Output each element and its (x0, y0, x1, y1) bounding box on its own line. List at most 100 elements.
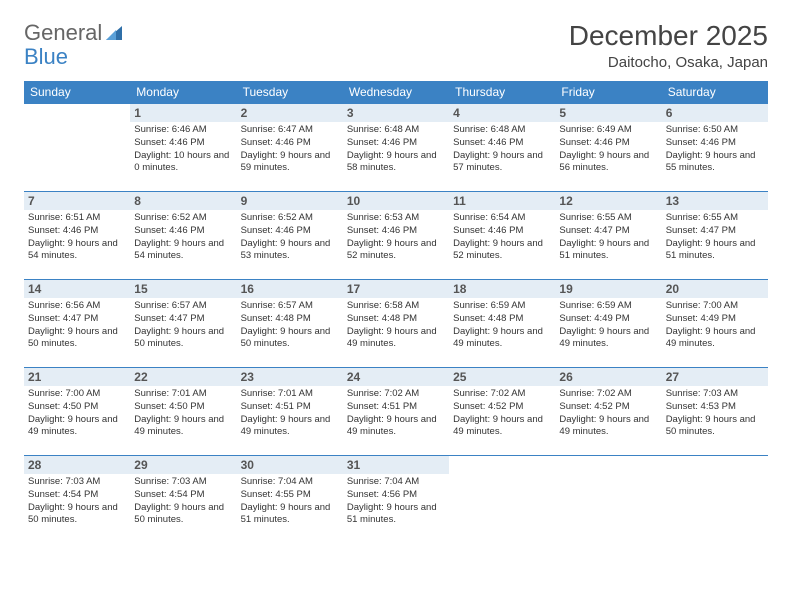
day-number: 20 (662, 280, 768, 298)
calendar-day-cell: 27Sunrise: 7:03 AMSunset: 4:53 PMDayligh… (662, 368, 768, 456)
day-number: 23 (237, 368, 343, 386)
calendar-day-cell (449, 456, 555, 544)
calendar-day-cell: 11Sunrise: 6:54 AMSunset: 4:46 PMDayligh… (449, 192, 555, 280)
day-number: 30 (237, 456, 343, 474)
calendar-day-cell: 22 Sunrise: 7:01 AMSunset: 4:50 PMDayligh… (130, 368, 236, 456)
day-info: Sunrise: 6:48 AMSunset: 4:46 PMDaylight:… (347, 124, 445, 175)
weekday-header: Saturday (662, 81, 768, 104)
day-info: Sunrise: 6:48 AMSunset: 4:46 PMDaylight:… (453, 124, 551, 175)
calendar-day-cell: 5 Sunrise: 6:49 AMSunset: 4:46 PMDaylight… (555, 104, 661, 192)
calendar-body: 1 Sunrise: 6:46 AMSunset: 4:46 PMDaylight… (24, 104, 768, 544)
calendar-week-row: 21 Sunrise: 7:00 AMSunset: 4:50 PMDayligh… (24, 368, 768, 456)
day-number: 21 (24, 368, 130, 386)
calendar-week-row: 7 Sunrise: 6:51 AMSunset: 4:46 PMDaylight… (24, 192, 768, 280)
day-number: 7 (24, 192, 130, 210)
day-number: 13 (662, 192, 768, 210)
logo-text-1: General (24, 20, 102, 46)
day-number: 8 (130, 192, 236, 210)
day-number: 26 (555, 368, 661, 386)
day-info: Sunrise: 6:55 AMSunset: 4:47 PMDaylight:… (559, 212, 657, 263)
header: General December 2025 Daitocho, Osaka, J… (24, 20, 768, 71)
day-info: Sunrise: 7:04 AMSunset: 4:56 PMDaylight:… (347, 476, 445, 527)
calendar-day-cell (662, 456, 768, 544)
calendar-week-row: 1 Sunrise: 6:46 AMSunset: 4:46 PMDaylight… (24, 104, 768, 192)
day-info: Sunrise: 6:49 AMSunset: 4:46 PMDaylight:… (559, 124, 657, 175)
day-info: Sunrise: 7:02 AMSunset: 4:52 PMDaylight:… (453, 388, 551, 439)
day-info: Sunrise: 7:03 AMSunset: 4:54 PMDaylight:… (28, 476, 126, 527)
calendar-day-cell: 25 Sunrise: 7:02 AMSunset: 4:52 PMDayligh… (449, 368, 555, 456)
weekday-header: Monday (130, 81, 236, 104)
calendar-day-cell: 19Sunrise: 6:59 AMSunset: 4:49 PMDayligh… (555, 280, 661, 368)
day-number: 16 (237, 280, 343, 298)
calendar-day-cell (555, 456, 661, 544)
day-number: 29 (130, 456, 236, 474)
day-info: Sunrise: 6:53 AMSunset: 4:46 PMDaylight:… (347, 212, 445, 263)
day-info: Sunrise: 6:51 AMSunset: 4:46 PMDaylight:… (28, 212, 126, 263)
logo-sail-icon (104, 24, 126, 42)
day-info: Sunrise: 6:58 AMSunset: 4:48 PMDaylight:… (347, 300, 445, 351)
title-block: December 2025 Daitocho, Osaka, Japan (569, 20, 768, 71)
day-info: Sunrise: 7:02 AMSunset: 4:51 PMDaylight:… (347, 388, 445, 439)
day-info: Sunrise: 7:02 AMSunset: 4:52 PMDaylight:… (559, 388, 657, 439)
day-number: 9 (237, 192, 343, 210)
day-number: 1 (130, 104, 236, 122)
day-number: 17 (343, 280, 449, 298)
calendar-day-cell: 3Sunrise: 6:48 AMSunset: 4:46 PMDaylight… (343, 104, 449, 192)
calendar-week-row: 28Sunrise: 7:03 AMSunset: 4:54 PMDayligh… (24, 456, 768, 544)
day-number: 25 (449, 368, 555, 386)
day-number: 14 (24, 280, 130, 298)
day-number: 10 (343, 192, 449, 210)
day-number: 19 (555, 280, 661, 298)
calendar-day-cell: 26 Sunrise: 7:02 AMSunset: 4:52 PMDayligh… (555, 368, 661, 456)
day-info: Sunrise: 7:04 AMSunset: 4:55 PMDaylight:… (241, 476, 339, 527)
calendar-head: SundayMondayTuesdayWednesdayThursdayFrid… (24, 81, 768, 104)
calendar-week-row: 14 Sunrise: 6:56 AMSunset: 4:47 PMDayligh… (24, 280, 768, 368)
day-info: Sunrise: 6:56 AMSunset: 4:47 PMDaylight:… (28, 300, 126, 351)
day-info: Sunrise: 6:47 AMSunset: 4:46 PMDaylight:… (241, 124, 339, 175)
month-title: December 2025 (569, 20, 768, 52)
day-number: 15 (130, 280, 236, 298)
day-info: Sunrise: 6:59 AMSunset: 4:48 PMDaylight:… (453, 300, 551, 351)
logo: General (24, 20, 126, 46)
calendar-day-cell: 10 Sunrise: 6:53 AMSunset: 4:46 PMDayligh… (343, 192, 449, 280)
day-number: 28 (24, 456, 130, 474)
calendar-day-cell: 30 Sunrise: 7:04 AMSunset: 4:55 PMDayligh… (237, 456, 343, 544)
calendar-day-cell: 23Sunrise: 7:01 AMSunset: 4:51 PMDayligh… (237, 368, 343, 456)
day-number: 5 (555, 104, 661, 122)
calendar-day-cell: 1 Sunrise: 6:46 AMSunset: 4:46 PMDaylight… (130, 104, 236, 192)
calendar-table: SundayMondayTuesdayWednesdayThursdayFrid… (24, 81, 768, 544)
day-info: Sunrise: 7:00 AMSunset: 4:49 PMDaylight:… (666, 300, 764, 351)
calendar-day-cell: 18Sunrise: 6:59 AMSunset: 4:48 PMDayligh… (449, 280, 555, 368)
calendar-day-cell: 28 Sunrise: 7:03 AMSunset: 4:54 PMDayligh… (24, 456, 130, 544)
calendar-day-cell: 8 Sunrise: 6:52 AMSunset: 4:46 PMDaylight… (130, 192, 236, 280)
day-info: Sunrise: 6:57 AMSunset: 4:47 PMDaylight:… (134, 300, 232, 351)
weekday-header: Friday (555, 81, 661, 104)
day-info: Sunrise: 7:00 AMSunset: 4:50 PMDaylight:… (28, 388, 126, 439)
calendar-day-cell: 6Sunrise: 6:50 AMSunset: 4:46 PMDaylight… (662, 104, 768, 192)
calendar-day-cell: 15 Sunrise: 6:57 AMSunset: 4:47 PMDayligh… (130, 280, 236, 368)
day-number: 27 (662, 368, 768, 386)
day-info: Sunrise: 6:52 AMSunset: 4:46 PMDaylight:… (134, 212, 232, 263)
calendar-day-cell: 13 Sunrise: 6:55 AMSunset: 4:47 PMDayligh… (662, 192, 768, 280)
calendar-day-cell: 21 Sunrise: 7:00 AMSunset: 4:50 PMDayligh… (24, 368, 130, 456)
day-info: Sunrise: 6:46 AMSunset: 4:46 PMDaylight:… (134, 124, 232, 175)
calendar-day-cell: 2 Sunrise: 6:47 AMSunset: 4:46 PMDaylight… (237, 104, 343, 192)
weekday-header: Tuesday (237, 81, 343, 104)
day-info: Sunrise: 6:54 AMSunset: 4:46 PMDaylight:… (453, 212, 551, 263)
day-info: Sunrise: 7:01 AMSunset: 4:50 PMDaylight:… (134, 388, 232, 439)
day-number: 6 (662, 104, 768, 122)
day-number: 22 (130, 368, 236, 386)
day-info: Sunrise: 6:55 AMSunset: 4:47 PMDaylight:… (666, 212, 764, 263)
day-number: 2 (237, 104, 343, 122)
calendar-day-cell: 14 Sunrise: 6:56 AMSunset: 4:47 PMDayligh… (24, 280, 130, 368)
weekday-header: Sunday (24, 81, 130, 104)
calendar-day-cell: 9Sunrise: 6:52 AMSunset: 4:46 PMDaylight… (237, 192, 343, 280)
calendar-day-cell: 17 Sunrise: 6:58 AMSunset: 4:48 PMDayligh… (343, 280, 449, 368)
calendar-day-cell: 4Sunrise: 6:48 AMSunset: 4:46 PMDaylight… (449, 104, 555, 192)
calendar-day-cell: 7 Sunrise: 6:51 AMSunset: 4:46 PMDaylight… (24, 192, 130, 280)
day-info: Sunrise: 7:03 AMSunset: 4:54 PMDaylight:… (134, 476, 232, 527)
weekday-header: Wednesday (343, 81, 449, 104)
logo-text-2: Blue (24, 44, 68, 70)
calendar-day-cell (24, 104, 130, 192)
calendar-day-cell: 12Sunrise: 6:55 AMSunset: 4:47 PMDayligh… (555, 192, 661, 280)
